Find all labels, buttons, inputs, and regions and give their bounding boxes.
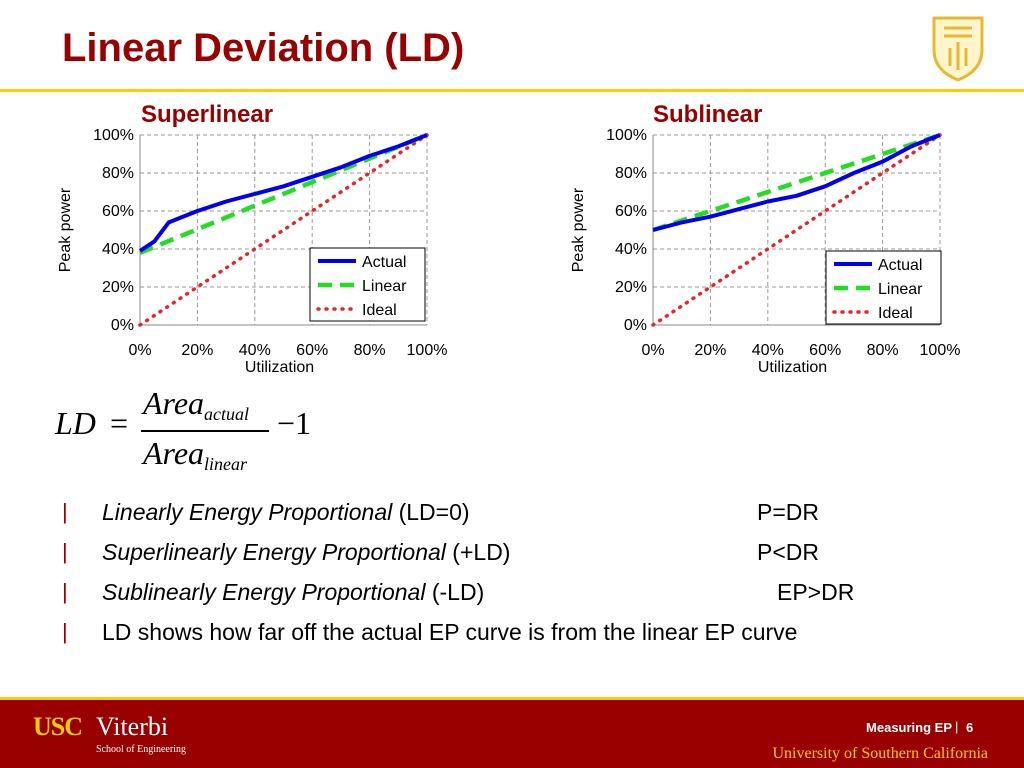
x-tick-label: 80% xyxy=(354,342,386,359)
legend-label-actual: Actual xyxy=(878,257,922,274)
y-tick-label: 0% xyxy=(624,317,647,334)
x-tick-label: 60% xyxy=(809,342,841,359)
x-axis-label: Utilization xyxy=(245,359,314,376)
school-of-engineering-label: School of Engineering xyxy=(96,744,186,755)
bullet-list: | Linearly Energy Proportional (LD=0) P=… xyxy=(62,492,1012,652)
x-tick-label: 40% xyxy=(752,342,784,359)
series-line-linear xyxy=(139,132,428,255)
slide-title: Linear Deviation (LD) xyxy=(62,26,465,70)
y-tick-label: 0% xyxy=(111,317,134,334)
university-name: University of Southern California xyxy=(772,745,988,762)
title-divider xyxy=(0,89,1024,92)
usc-logo: USC xyxy=(33,712,83,741)
y-axis-label: Peak power xyxy=(570,187,587,272)
formula-denominator: Arealinear xyxy=(143,435,248,474)
bullet-right-text: EP>DR xyxy=(777,579,855,605)
footer-bar xyxy=(0,700,1024,768)
series-line-ideal xyxy=(138,133,429,327)
y-tick-label: 80% xyxy=(102,165,134,182)
viterbi-logo: Viterbi xyxy=(96,712,169,741)
series-line-linear xyxy=(652,132,941,233)
footer-separator: | xyxy=(955,719,959,734)
list-item: | Linearly Energy Proportional (LD=0) P=… xyxy=(62,492,1012,532)
usc-seal-icon xyxy=(932,16,984,82)
y-tick-label: 100% xyxy=(93,127,134,144)
ld-formula: LD = Areaactual Arealinear −1 xyxy=(55,385,355,480)
y-tick-label: 40% xyxy=(615,241,647,258)
x-tick-label: 80% xyxy=(867,342,899,359)
formula-equals: = xyxy=(110,405,129,441)
y-tick-label: 40% xyxy=(102,241,134,258)
chart-legend: Actual Linear Ideal xyxy=(309,247,426,322)
formula-lhs: LD xyxy=(55,405,96,441)
chart-legend: Actual Linear Ideal xyxy=(825,250,942,325)
x-tick-label: 20% xyxy=(181,342,213,359)
y-tick-label: 20% xyxy=(615,279,647,296)
x-tick-label: 0% xyxy=(641,342,664,359)
y-tick-label: 100% xyxy=(606,127,647,144)
series-line-ideal xyxy=(651,133,942,327)
bullet-right-text: P<DR xyxy=(757,539,819,565)
legend-label-ideal: Ideal xyxy=(362,302,397,319)
superlinear-chart-title: Superlinear xyxy=(141,101,274,128)
bullet-marker: | xyxy=(62,539,68,564)
x-tick-label: 20% xyxy=(694,342,726,359)
page-number: 6 xyxy=(966,720,974,735)
x-tick-label: 60% xyxy=(296,342,328,359)
bullet-marker: | xyxy=(62,619,68,644)
y-tick-label: 20% xyxy=(102,279,134,296)
legend-label-linear: Linear xyxy=(362,278,407,295)
bullet-right-text: P=DR xyxy=(757,499,819,525)
sublinear-chart-title: Sublinear xyxy=(653,101,763,128)
bullet-marker: | xyxy=(62,579,68,604)
series-line-actual xyxy=(138,133,428,253)
x-tick-label: 100% xyxy=(920,342,961,359)
y-tick-label: 80% xyxy=(615,165,647,182)
x-axis-label: Utilization xyxy=(758,359,827,376)
footer-divider xyxy=(0,697,1024,700)
x-tick-label: 40% xyxy=(239,342,271,359)
y-axis-label: Peak power xyxy=(57,187,74,272)
fraction-bar xyxy=(141,430,269,432)
bullet-marker: | xyxy=(62,499,68,524)
x-tick-label: 100% xyxy=(407,342,448,359)
y-tick-label: 60% xyxy=(102,203,134,220)
footer-section-label: Measuring EP xyxy=(866,720,952,735)
formula-minus-one: −1 xyxy=(277,405,312,441)
list-item: | Superlinearly Energy Proportional (+LD… xyxy=(62,532,1012,572)
superlinear-chart: 0% 20% 40% 60% 80% 100% 0% 20% 40% 60% 80% 100% Util… xyxy=(57,127,448,376)
sublinear-chart: 0% 20% 40% 60% 80% 100% 0% 20% 40% 60% 80% 100% Util… xyxy=(570,127,961,376)
list-item: | LD shows how far off the actual EP cur… xyxy=(62,612,1012,652)
legend-label-actual: Actual xyxy=(362,254,406,271)
x-tick-label: 0% xyxy=(128,342,151,359)
legend-label-ideal: Ideal xyxy=(878,305,913,322)
y-tick-label: 60% xyxy=(615,203,647,220)
legend-label-linear: Linear xyxy=(878,281,923,298)
series-line-actual xyxy=(652,133,941,232)
formula-numerator: Areaactual xyxy=(143,385,250,424)
list-item: | Sublinearly Energy Proportional (-LD) … xyxy=(62,572,1012,612)
